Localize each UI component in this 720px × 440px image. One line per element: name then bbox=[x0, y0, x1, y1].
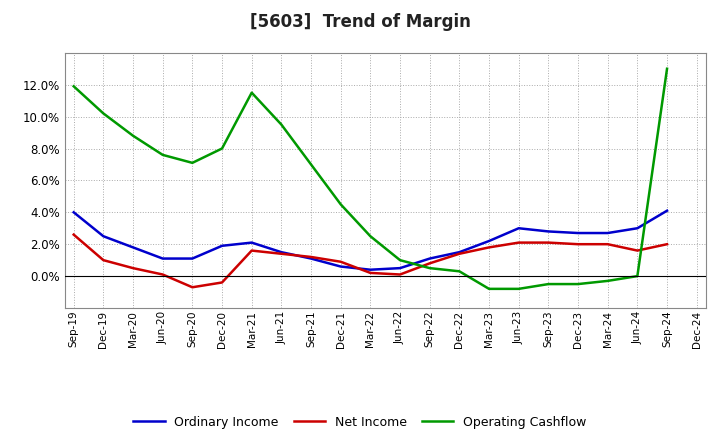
Operating Cashflow bbox=[574, 282, 582, 287]
Ordinary Income bbox=[514, 226, 523, 231]
Ordinary Income bbox=[277, 249, 286, 255]
Net Income bbox=[396, 272, 405, 277]
Line: Ordinary Income: Ordinary Income bbox=[73, 211, 667, 270]
Net Income bbox=[99, 257, 108, 263]
Ordinary Income bbox=[69, 210, 78, 215]
Line: Operating Cashflow: Operating Cashflow bbox=[73, 69, 667, 289]
Ordinary Income bbox=[248, 240, 256, 245]
Net Income bbox=[544, 240, 553, 245]
Operating Cashflow bbox=[307, 162, 315, 167]
Operating Cashflow bbox=[485, 286, 493, 291]
Ordinary Income bbox=[396, 265, 405, 271]
Operating Cashflow bbox=[188, 160, 197, 165]
Operating Cashflow bbox=[336, 202, 345, 207]
Ordinary Income bbox=[574, 231, 582, 236]
Operating Cashflow bbox=[99, 111, 108, 116]
Ordinary Income bbox=[336, 264, 345, 269]
Ordinary Income bbox=[129, 245, 138, 250]
Operating Cashflow bbox=[514, 286, 523, 291]
Operating Cashflow bbox=[158, 152, 167, 158]
Net Income bbox=[574, 242, 582, 247]
Ordinary Income bbox=[544, 229, 553, 234]
Net Income bbox=[277, 251, 286, 257]
Ordinary Income bbox=[633, 226, 642, 231]
Ordinary Income bbox=[485, 238, 493, 244]
Net Income bbox=[426, 260, 434, 266]
Ordinary Income bbox=[426, 256, 434, 261]
Net Income bbox=[485, 245, 493, 250]
Net Income bbox=[188, 285, 197, 290]
Line: Net Income: Net Income bbox=[73, 235, 667, 287]
Ordinary Income bbox=[307, 256, 315, 261]
Operating Cashflow bbox=[217, 146, 226, 151]
Ordinary Income bbox=[99, 234, 108, 239]
Operating Cashflow bbox=[544, 282, 553, 287]
Net Income bbox=[603, 242, 612, 247]
Operating Cashflow bbox=[129, 133, 138, 138]
Operating Cashflow bbox=[366, 234, 374, 239]
Operating Cashflow bbox=[248, 90, 256, 95]
Operating Cashflow bbox=[69, 84, 78, 89]
Net Income bbox=[307, 254, 315, 260]
Ordinary Income bbox=[188, 256, 197, 261]
Ordinary Income bbox=[603, 231, 612, 236]
Net Income bbox=[217, 280, 226, 285]
Operating Cashflow bbox=[426, 265, 434, 271]
Net Income bbox=[158, 272, 167, 277]
Text: [5603]  Trend of Margin: [5603] Trend of Margin bbox=[250, 13, 470, 31]
Operating Cashflow bbox=[277, 122, 286, 127]
Net Income bbox=[633, 248, 642, 253]
Legend: Ordinary Income, Net Income, Operating Cashflow: Ordinary Income, Net Income, Operating C… bbox=[128, 411, 592, 434]
Operating Cashflow bbox=[633, 273, 642, 279]
Ordinary Income bbox=[366, 267, 374, 272]
Net Income bbox=[129, 265, 138, 271]
Ordinary Income bbox=[217, 243, 226, 249]
Operating Cashflow bbox=[662, 66, 671, 71]
Ordinary Income bbox=[662, 208, 671, 213]
Net Income bbox=[69, 232, 78, 237]
Net Income bbox=[366, 270, 374, 275]
Ordinary Income bbox=[455, 249, 464, 255]
Ordinary Income bbox=[158, 256, 167, 261]
Net Income bbox=[662, 242, 671, 247]
Operating Cashflow bbox=[396, 257, 405, 263]
Operating Cashflow bbox=[603, 278, 612, 283]
Net Income bbox=[248, 248, 256, 253]
Net Income bbox=[514, 240, 523, 245]
Net Income bbox=[455, 251, 464, 257]
Operating Cashflow bbox=[455, 269, 464, 274]
Net Income bbox=[336, 259, 345, 264]
